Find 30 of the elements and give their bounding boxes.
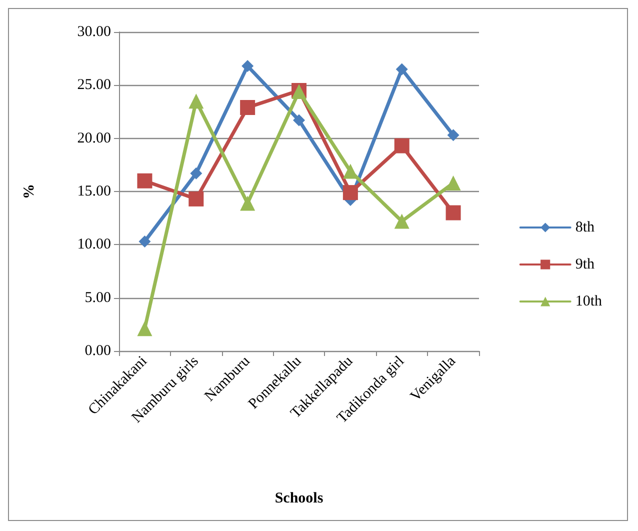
point <box>446 205 461 220</box>
y-tick-label: 0.00 <box>84 343 111 359</box>
legend-label: 8th <box>575 220 595 236</box>
point <box>396 63 408 76</box>
point <box>342 185 358 200</box>
point <box>394 214 410 229</box>
x-axis-title: Schools <box>274 490 324 506</box>
point <box>188 94 204 109</box>
point <box>240 196 256 211</box>
point <box>446 175 461 190</box>
point <box>342 164 358 179</box>
y-tick-label: 30.00 <box>77 24 111 40</box>
point <box>242 60 254 72</box>
point <box>190 167 202 180</box>
point <box>240 100 256 115</box>
y-tick-label: 5.00 <box>84 290 111 306</box>
y-tick-label: 10.00 <box>77 236 111 253</box>
point <box>138 235 151 248</box>
y-tick-label: 25.00 <box>77 77 111 94</box>
legend-label: 10th <box>575 294 602 310</box>
legend-label: 9th <box>575 256 595 272</box>
point <box>137 321 152 336</box>
point <box>137 173 152 188</box>
point <box>394 138 410 154</box>
y-tick-label: 20.00 <box>77 130 111 146</box>
point <box>188 191 204 206</box>
y-tick-label: 15.00 <box>77 184 111 200</box>
point <box>447 129 460 142</box>
point <box>293 114 305 126</box>
y-axis-title: % <box>22 184 38 199</box>
